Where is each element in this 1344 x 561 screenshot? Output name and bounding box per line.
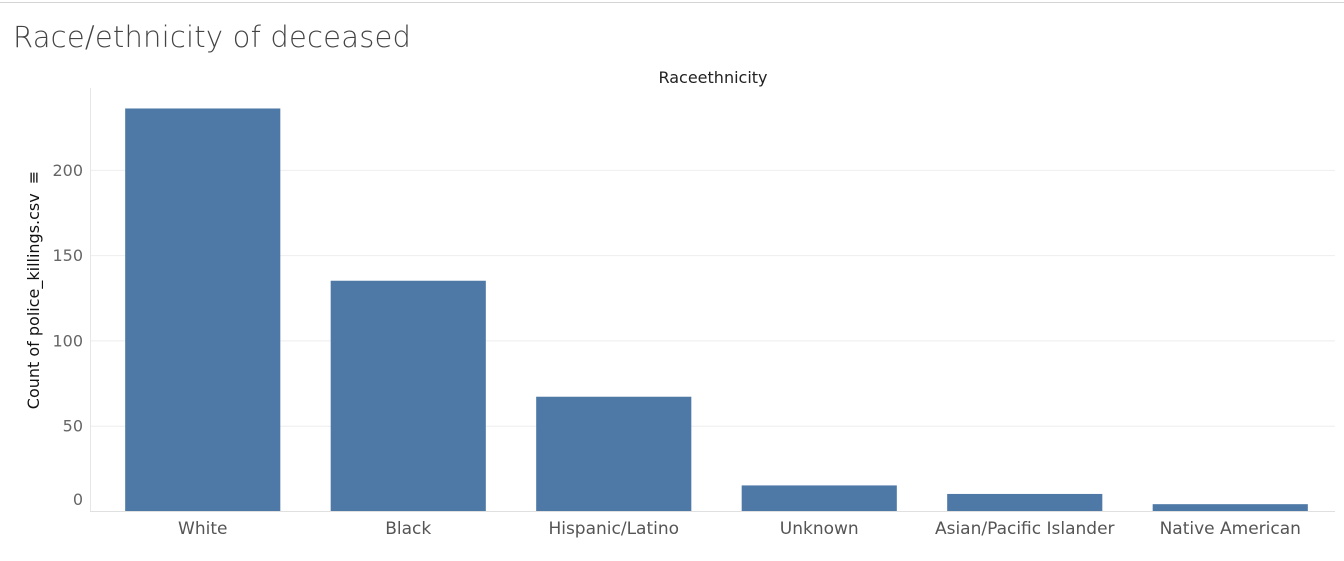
y-tick-label: 100 xyxy=(52,331,83,350)
category-labels: White Black Hispanic/Latino Unknown Asian/Pa… xyxy=(178,519,1301,539)
y-tick-labels: 0 50 100 150 200 xyxy=(52,161,83,509)
y-tick-label: 150 xyxy=(52,246,83,265)
category-label[interactable]: Black xyxy=(385,519,431,539)
y-tick-label: 0 xyxy=(73,490,83,509)
bar[interactable] xyxy=(1152,504,1308,511)
category-label[interactable]: Native American xyxy=(1160,519,1301,539)
category-label[interactable]: Unknown xyxy=(780,519,859,539)
category-label[interactable]: Asian/Pacific Islander xyxy=(935,519,1115,539)
bar[interactable] xyxy=(741,485,897,511)
bars xyxy=(125,108,1308,511)
top-divider xyxy=(0,2,1344,3)
y-tick-label: 50 xyxy=(63,417,83,436)
bar[interactable] xyxy=(947,493,1103,511)
gridlines xyxy=(90,169,1335,427)
sort-indicator-icon[interactable]: ≡ xyxy=(24,171,43,184)
y-axis-title-text: Count of police_killings.csv xyxy=(24,193,44,409)
y-tick-label: 200 xyxy=(52,161,83,180)
y-axis-title[interactable]: Count of police_killings.csv ≡ xyxy=(24,171,44,409)
bar[interactable] xyxy=(536,396,692,511)
category-label[interactable]: White xyxy=(178,519,227,539)
bar[interactable] xyxy=(330,280,486,511)
bar[interactable] xyxy=(125,108,281,511)
page-title: Race/ethnicity of deceased xyxy=(13,20,412,54)
category-label[interactable]: Hispanic/Latino xyxy=(548,519,679,539)
x-axis-title[interactable]: Raceethnicity xyxy=(658,68,767,87)
